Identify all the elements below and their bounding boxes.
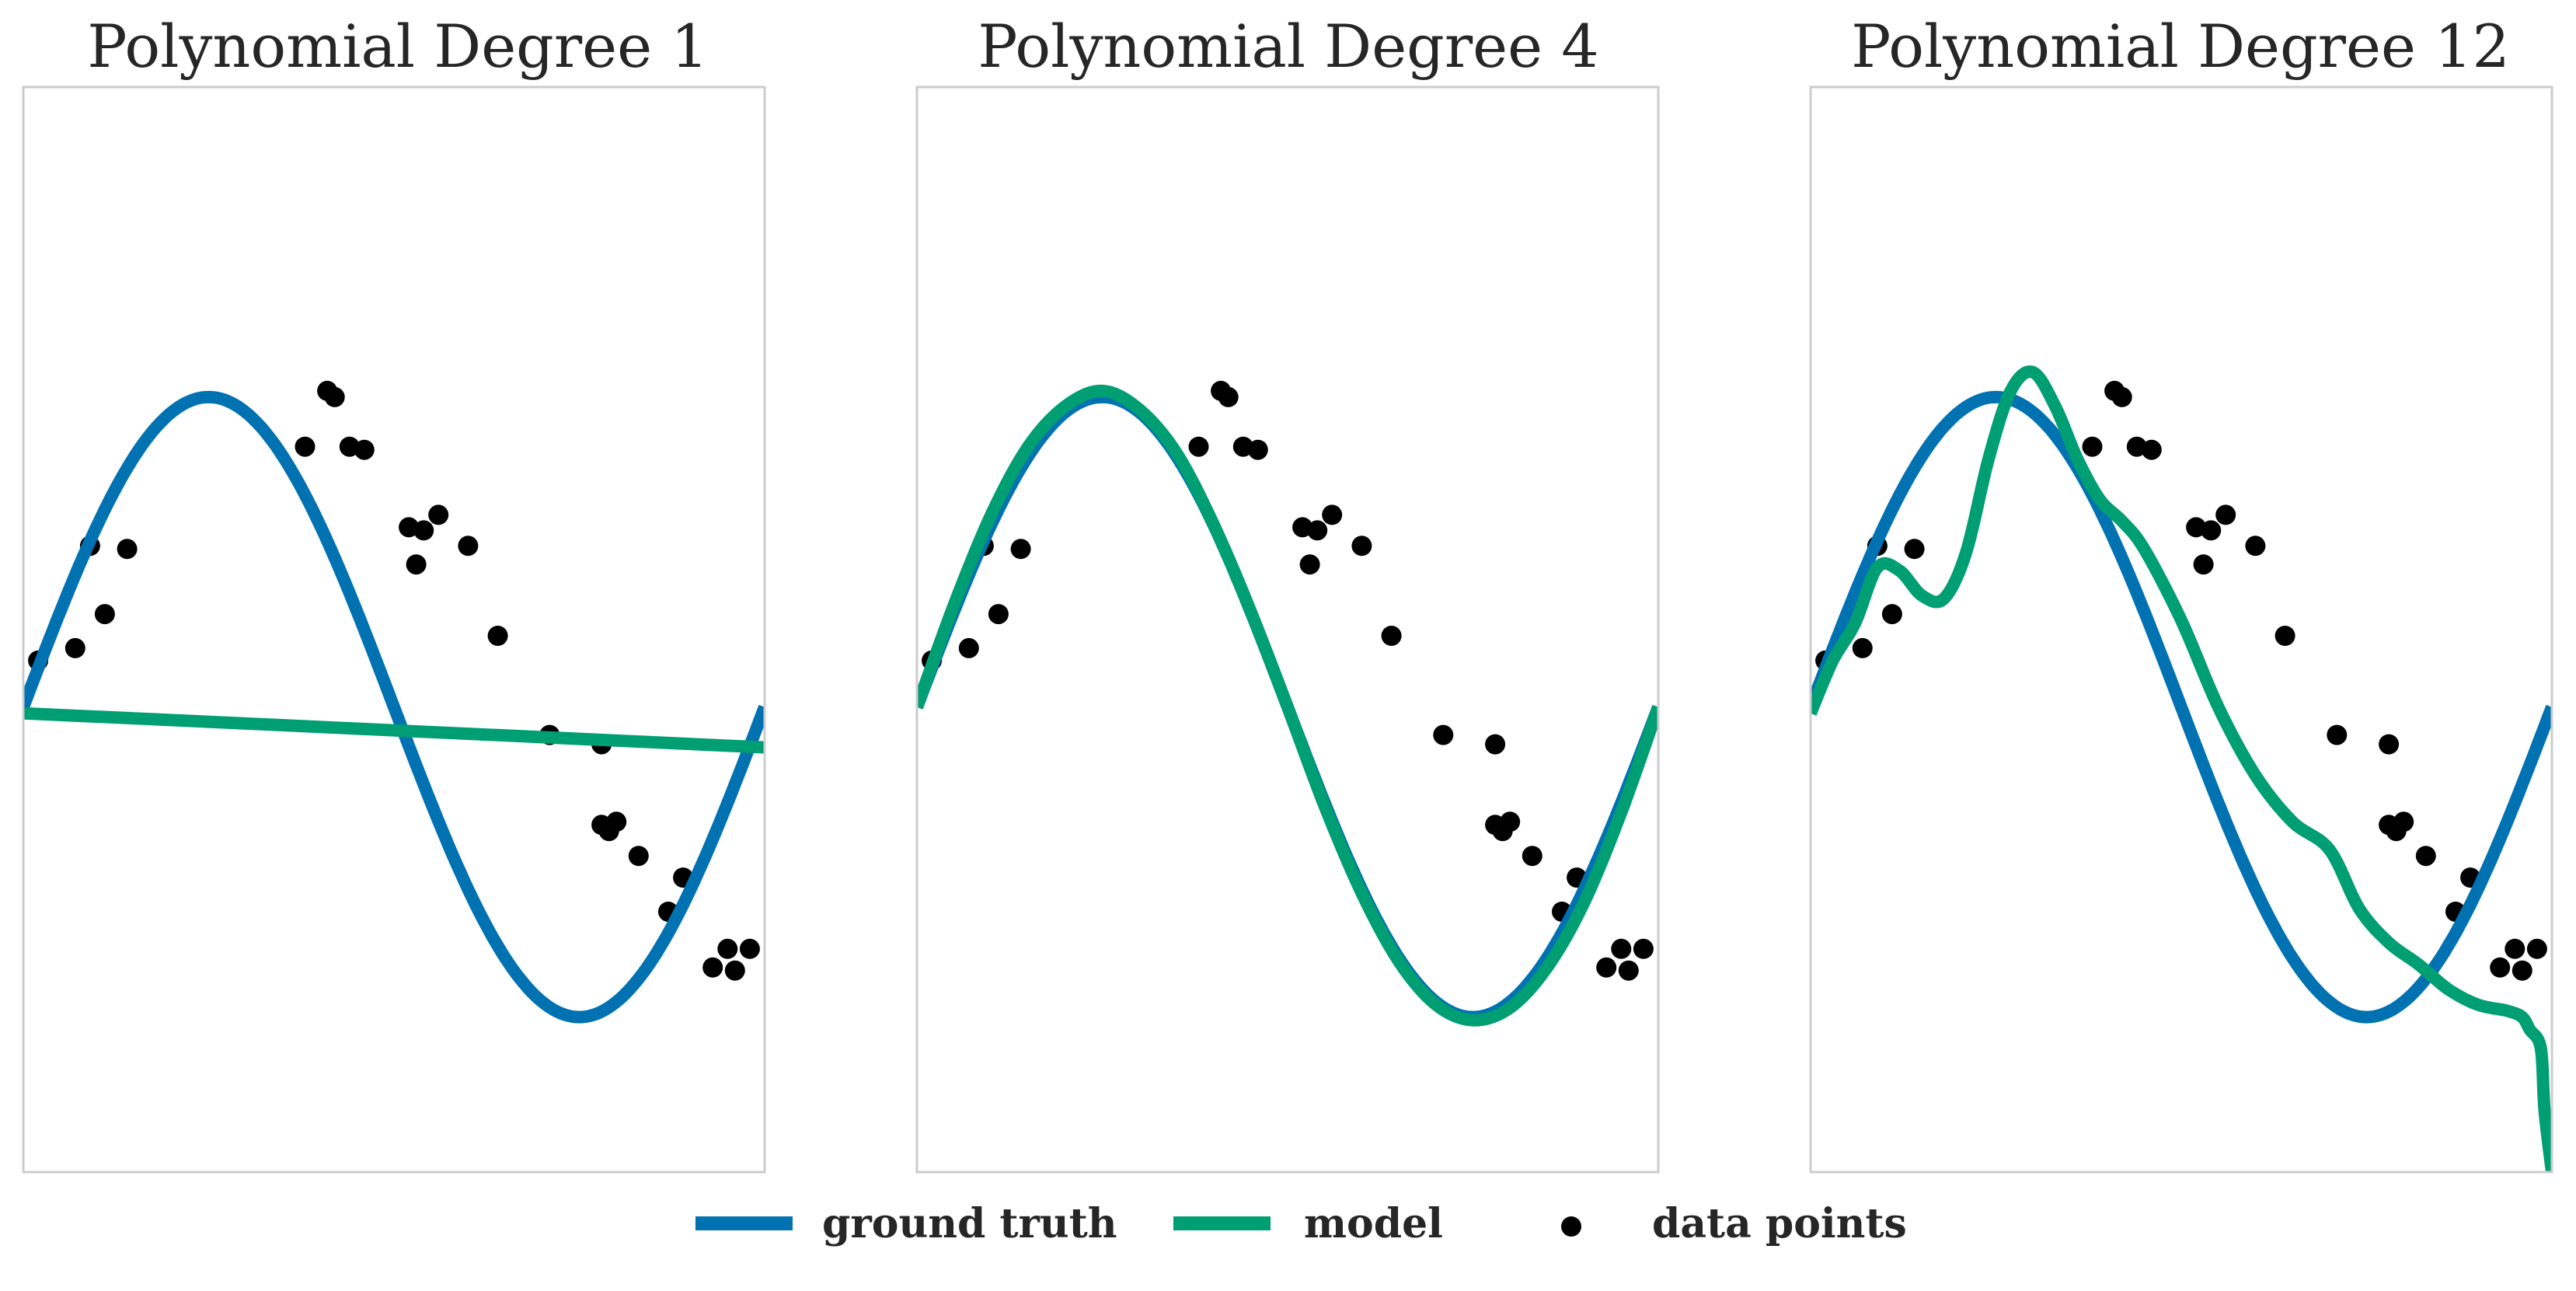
data-point: [1881, 604, 1902, 625]
data-point: [1596, 957, 1617, 978]
data-point: [1188, 436, 1209, 457]
data-point: [1307, 520, 1328, 541]
data-point: [2505, 938, 2525, 959]
panel-title: Polynomial Degree 12: [1851, 12, 2510, 81]
data-point: [2379, 734, 2400, 755]
data-point: [1247, 439, 1268, 460]
data-point: [724, 960, 745, 981]
data-point: [739, 938, 760, 959]
data-point: [117, 539, 138, 560]
data-point: [1852, 637, 1873, 658]
data-point: [1381, 626, 1402, 646]
data-point: [2193, 554, 2214, 575]
data-point: [2111, 386, 2132, 407]
data-point: [1618, 960, 1639, 981]
data-point: [1633, 938, 1654, 959]
data-point: [1433, 724, 1454, 745]
data-point: [64, 637, 85, 658]
legend-label-data-points: data points: [1652, 1200, 1907, 1247]
data-point: [354, 439, 375, 460]
data-point: [2201, 520, 2222, 541]
data-point: [2393, 811, 2414, 832]
data-point: [1500, 811, 1521, 832]
plot-area: [23, 380, 765, 1024]
axes-frame: [915, 85, 1660, 1174]
data-point: [958, 637, 979, 658]
model-line: [23, 707, 765, 754]
legend-marker-data-points: [1561, 1216, 1581, 1237]
data-point: [988, 604, 1009, 625]
data-point: [717, 938, 738, 959]
data-point: [1351, 536, 1372, 557]
data-point: [2141, 439, 2162, 460]
data-point: [295, 436, 315, 457]
panel-degree-12: Polynomial Degree 12: [1809, 12, 2553, 1174]
data-point: [324, 386, 345, 407]
data-point: [606, 811, 627, 832]
ground-truth-line: [1811, 390, 2552, 1024]
data-point: [2274, 626, 2295, 646]
data-point: [1904, 539, 1925, 560]
axes-frame: [22, 85, 766, 1174]
data-point: [413, 520, 434, 541]
plot-area: [1811, 365, 2552, 1172]
data-point: [458, 536, 479, 557]
data-point: [1010, 539, 1031, 560]
legend-label-model: model: [1304, 1200, 1443, 1247]
legend: ground truth model data points: [695, 1200, 1907, 1247]
data-point: [1611, 938, 1632, 959]
data-point: [1485, 734, 1506, 755]
panel-title: Polynomial Degree 1: [87, 12, 708, 81]
data-point: [1522, 846, 1542, 867]
panel-degree-1: Polynomial Degree 1: [22, 12, 766, 1174]
data-point: [428, 504, 449, 525]
data-point: [94, 604, 115, 625]
data-point: [2245, 536, 2266, 557]
data-point: [2415, 846, 2436, 867]
data-point: [2512, 960, 2532, 981]
ground-truth-line: [23, 390, 765, 1024]
data-point: [487, 626, 508, 646]
panel-degree-4: Polynomial Degree 4: [915, 12, 1660, 1174]
data-point: [2490, 957, 2511, 978]
data-point: [2327, 724, 2348, 745]
panel-title: Polynomial Degree 4: [978, 12, 1598, 81]
data-point: [2215, 504, 2236, 525]
model-line: [917, 384, 1658, 1027]
plot-area: [917, 380, 1658, 1027]
data-point: [702, 957, 723, 978]
axes-frame: [1809, 85, 2553, 1174]
legend-label-ground-truth: ground truth: [822, 1200, 1117, 1247]
data-point: [2082, 436, 2103, 457]
model-line: [1811, 365, 2552, 1172]
data-point: [628, 846, 649, 867]
data-point: [1299, 554, 1320, 575]
data-point: [2526, 938, 2547, 959]
data-point: [406, 554, 427, 575]
data-point: [1218, 386, 1239, 407]
data-point: [1322, 504, 1343, 525]
